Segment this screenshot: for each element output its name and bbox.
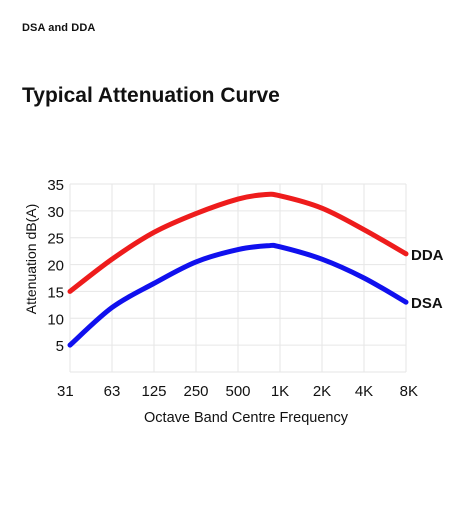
series-line-dsa: [67, 242, 409, 348]
y-tick-label: 10: [47, 311, 64, 328]
x-tick-label: 63: [104, 383, 121, 400]
x-tick-label: 31: [57, 383, 74, 400]
x-tick-label: 125: [141, 383, 166, 400]
y-tick-label: 35: [47, 177, 64, 194]
chart-series: [67, 191, 409, 348]
series-label-dda: DDA: [411, 247, 444, 264]
series-labels: DDA DSA: [411, 247, 444, 312]
x-tick-label: 2K: [313, 383, 331, 400]
y-tick-labels: 5 10 15 20 25 30 35: [47, 177, 64, 355]
x-tick-label: 250: [183, 383, 208, 400]
page-title: Typical Attenuation Curve: [22, 84, 280, 107]
chart-grid: [69, 183, 407, 373]
series-line-dda: [67, 191, 409, 294]
y-tick-label: 30: [47, 204, 64, 221]
x-tick-label: 8K: [400, 383, 418, 400]
series-label-dsa: DSA: [411, 295, 443, 312]
y-tick-label: 15: [47, 284, 64, 301]
x-tick-label: 1K: [271, 383, 289, 400]
y-tick-label: 25: [47, 231, 64, 248]
y-tick-label: 5: [56, 338, 64, 355]
eyebrow-label: DSA and DDA: [22, 22, 96, 34]
y-tick-label: 20: [47, 258, 64, 275]
x-tick-label: 500: [225, 383, 250, 400]
x-axis-label: Octave Band Centre Frequency: [144, 410, 349, 426]
y-axis-label: Attenuation dB(A): [23, 204, 39, 315]
x-tick-labels: 31 63 125 250 500 1K 2K 4K 8K: [57, 383, 418, 400]
x-tick-label: 4K: [355, 383, 373, 400]
